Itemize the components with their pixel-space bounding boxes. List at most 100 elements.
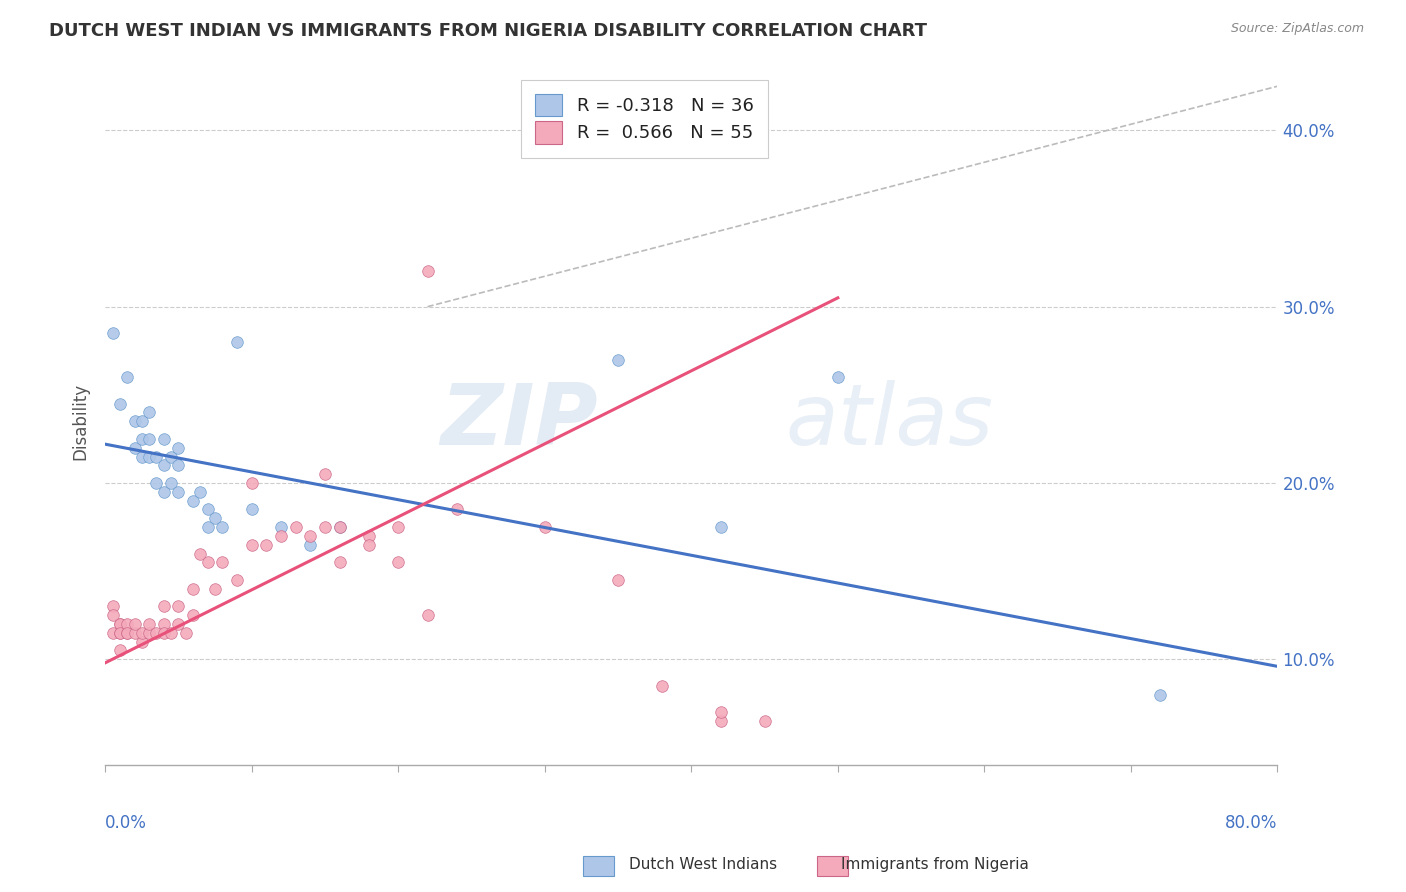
Point <box>204 582 226 596</box>
Point <box>211 555 233 569</box>
Point <box>153 617 176 632</box>
Point <box>284 520 307 534</box>
Point <box>145 450 167 464</box>
Point <box>108 625 131 640</box>
Text: atlas: atlas <box>785 380 993 463</box>
Point <box>190 547 212 561</box>
Point <box>101 326 124 340</box>
Point <box>101 608 124 623</box>
Point <box>167 441 190 455</box>
Point <box>314 467 336 482</box>
Point <box>108 617 131 632</box>
Point <box>174 625 197 640</box>
Point <box>167 599 190 614</box>
Point <box>387 520 409 534</box>
Text: 0.0%: 0.0% <box>105 814 148 832</box>
Point <box>226 573 249 587</box>
Point <box>181 608 204 623</box>
Point <box>115 625 138 640</box>
Point <box>240 502 263 516</box>
Point <box>607 573 630 587</box>
Point <box>115 625 138 640</box>
Point <box>254 538 277 552</box>
Point <box>108 625 131 640</box>
Text: Dutch West Indians: Dutch West Indians <box>628 857 778 872</box>
Point <box>115 370 138 384</box>
Point <box>329 555 352 569</box>
Point <box>314 520 336 534</box>
Point <box>108 643 131 657</box>
Point <box>160 475 183 490</box>
Point <box>160 450 183 464</box>
Point <box>124 414 146 428</box>
Point <box>167 458 190 473</box>
Point <box>1149 688 1171 702</box>
Point <box>124 617 146 632</box>
Point <box>651 679 673 693</box>
Legend: R = -0.318   N = 36, R =  0.566   N = 55: R = -0.318 N = 36, R = 0.566 N = 55 <box>520 79 768 158</box>
Point <box>131 414 153 428</box>
Point <box>827 370 849 384</box>
Point <box>226 334 249 349</box>
Point <box>710 714 733 728</box>
Point <box>138 405 160 419</box>
Text: DUTCH WEST INDIAN VS IMMIGRANTS FROM NIGERIA DISABILITY CORRELATION CHART: DUTCH WEST INDIAN VS IMMIGRANTS FROM NIG… <box>49 22 927 40</box>
Point <box>131 432 153 446</box>
Point <box>138 617 160 632</box>
Point <box>160 625 183 640</box>
Point <box>197 502 219 516</box>
Point <box>108 617 131 632</box>
Point <box>131 625 153 640</box>
Point <box>211 520 233 534</box>
Point <box>270 520 292 534</box>
Point <box>138 450 160 464</box>
Text: 80.0%: 80.0% <box>1225 814 1278 832</box>
Point <box>607 352 630 367</box>
Point <box>710 705 733 719</box>
Point <box>299 529 322 543</box>
Point <box>101 625 124 640</box>
Point <box>533 520 555 534</box>
Point <box>240 538 263 552</box>
Point <box>153 484 176 499</box>
Point <box>710 520 733 534</box>
Point <box>153 625 176 640</box>
Text: ZIP: ZIP <box>440 380 598 463</box>
Point <box>387 555 409 569</box>
Point <box>416 264 439 278</box>
Point <box>181 582 204 596</box>
Point <box>299 538 322 552</box>
Point <box>416 608 439 623</box>
Point <box>131 634 153 648</box>
Point <box>145 475 167 490</box>
Point <box>108 397 131 411</box>
Point <box>101 599 124 614</box>
Point <box>145 625 167 640</box>
Point <box>124 441 146 455</box>
Point <box>446 502 468 516</box>
Point <box>181 493 204 508</box>
Y-axis label: Disability: Disability <box>72 383 89 460</box>
Point <box>357 529 380 543</box>
Point <box>131 450 153 464</box>
Point <box>329 520 352 534</box>
Point <box>204 511 226 525</box>
Point <box>270 529 292 543</box>
Point <box>197 555 219 569</box>
Point <box>138 625 160 640</box>
Point <box>153 599 176 614</box>
Point <box>197 520 219 534</box>
Point <box>115 617 138 632</box>
Point <box>167 617 190 632</box>
Point <box>190 484 212 499</box>
Point <box>153 432 176 446</box>
Text: Source: ZipAtlas.com: Source: ZipAtlas.com <box>1230 22 1364 36</box>
Point <box>240 475 263 490</box>
Point <box>329 520 352 534</box>
Point <box>754 714 776 728</box>
Point <box>167 484 190 499</box>
Text: Immigrants from Nigeria: Immigrants from Nigeria <box>841 857 1029 872</box>
Point <box>153 458 176 473</box>
Point <box>357 538 380 552</box>
Point <box>138 432 160 446</box>
